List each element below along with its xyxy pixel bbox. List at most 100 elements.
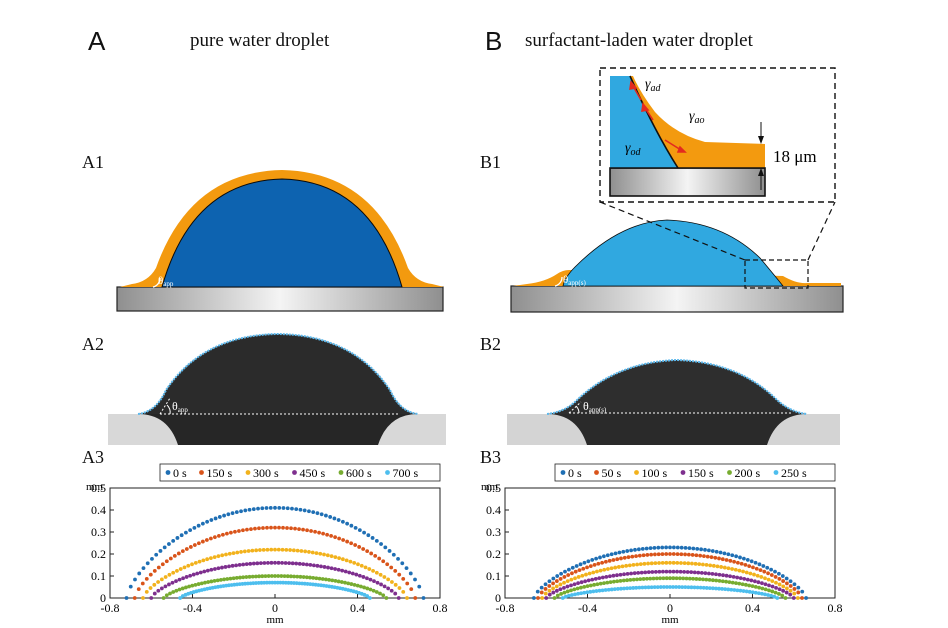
data-point <box>738 576 743 581</box>
legend-label: 600 s <box>346 466 372 480</box>
data-point <box>630 554 635 559</box>
data-point <box>682 561 687 566</box>
data-point <box>738 555 742 560</box>
data-point <box>606 587 611 592</box>
data-point <box>339 580 344 584</box>
data-point <box>694 553 699 558</box>
data-point <box>193 582 198 587</box>
data-point <box>796 590 801 595</box>
data-point <box>698 553 703 558</box>
data-point <box>197 559 202 564</box>
data-point <box>241 528 245 533</box>
legend-label: 150 s <box>688 466 714 480</box>
data-point <box>247 507 252 512</box>
data-point <box>682 569 687 574</box>
data-point <box>292 574 296 579</box>
data-point <box>539 590 544 595</box>
data-point <box>620 564 625 569</box>
legend-marker <box>292 470 297 475</box>
data-point <box>188 545 193 549</box>
data-point <box>187 584 191 589</box>
data-point <box>308 562 313 567</box>
series-150s <box>544 569 796 600</box>
series-150s <box>132 525 418 600</box>
data-point <box>650 570 655 574</box>
data-point <box>727 580 732 585</box>
data-point <box>159 577 164 582</box>
y-axis-label: mm <box>481 481 499 493</box>
data-point <box>345 521 350 526</box>
data-point <box>700 562 705 567</box>
data-point <box>628 578 633 582</box>
data-point <box>718 550 723 555</box>
data-point <box>374 539 379 543</box>
data-point <box>228 576 233 581</box>
data-point <box>421 596 426 600</box>
a1-droplet <box>161 178 403 288</box>
data-point <box>760 586 765 591</box>
data-point <box>213 516 218 521</box>
data-point <box>397 572 402 577</box>
data-point <box>735 588 740 593</box>
data-point <box>333 567 338 571</box>
data-point <box>379 542 383 546</box>
data-point <box>180 549 185 554</box>
data-point <box>758 568 763 573</box>
data-point <box>707 578 712 582</box>
y-tick-label: 0.5 <box>486 481 501 495</box>
data-point <box>634 585 639 590</box>
data-point <box>692 585 697 590</box>
data-point <box>644 546 649 551</box>
data-point <box>602 567 607 572</box>
data-point <box>783 596 788 600</box>
data-point <box>574 564 579 568</box>
data-point <box>781 579 786 583</box>
data-point <box>678 569 683 574</box>
data-point <box>225 577 230 581</box>
data-point <box>723 587 728 592</box>
data-point <box>578 562 583 567</box>
data-point <box>766 577 771 582</box>
data-point <box>245 581 250 586</box>
data-point <box>613 551 618 556</box>
data-point <box>265 525 269 530</box>
data-point <box>569 577 574 582</box>
a2-contour <box>137 332 419 415</box>
data-point <box>618 578 623 583</box>
data-point <box>570 571 574 576</box>
data-point <box>661 576 666 581</box>
data-point <box>262 561 267 565</box>
data-point <box>772 594 777 599</box>
data-point <box>664 545 669 550</box>
data-point <box>773 569 777 574</box>
data-point <box>543 582 548 587</box>
data-point <box>405 596 409 600</box>
data-point <box>570 565 575 570</box>
data-point <box>711 578 715 583</box>
data-point <box>305 528 309 533</box>
data-point <box>196 582 201 586</box>
data-point <box>664 552 669 556</box>
data-point <box>297 581 302 586</box>
data-point <box>196 523 201 528</box>
y-tick-label: 0 <box>100 591 106 605</box>
data-point <box>148 586 153 590</box>
data-point <box>686 585 691 590</box>
data-point <box>258 548 262 552</box>
data-point <box>742 576 747 581</box>
data-point <box>177 587 182 592</box>
data-point <box>385 562 390 567</box>
data-point <box>631 577 636 582</box>
legend-label: 300 s <box>253 466 279 480</box>
data-point <box>777 592 781 596</box>
data-point <box>167 582 171 587</box>
data-point <box>698 585 703 590</box>
data-point <box>301 527 305 532</box>
data-point <box>603 559 608 564</box>
data-point <box>348 559 353 564</box>
data-point <box>585 565 589 570</box>
data-point <box>687 576 692 581</box>
data-point <box>355 583 360 588</box>
data-point <box>724 573 729 578</box>
data-point <box>741 569 745 574</box>
